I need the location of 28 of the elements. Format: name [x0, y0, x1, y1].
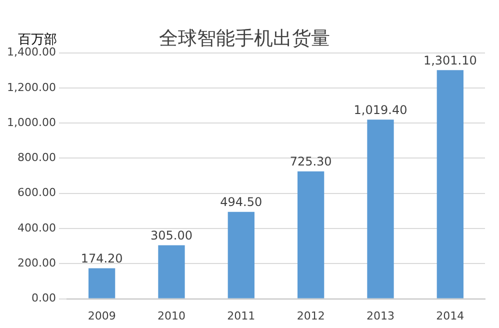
y-tick-label: 1,000.00	[7, 116, 56, 129]
bar	[158, 245, 185, 298]
y-tick-label: 1,400.00	[7, 46, 56, 59]
x-tick-label: 2010	[157, 309, 186, 322]
x-tick-label: 2009	[88, 309, 116, 322]
bar	[436, 70, 464, 298]
data-label: 174.20	[80, 251, 123, 266]
x-tick-label: 2013	[366, 309, 394, 322]
x-tick-label: 2012	[296, 309, 325, 322]
bar	[88, 268, 116, 298]
y-tick-label: 800.00	[17, 151, 56, 164]
data-label: 1,301.10	[423, 53, 477, 68]
y-tick-label: 600.00	[17, 186, 56, 200]
y-tick-label: 400.00	[17, 221, 56, 234]
x-tick-label: 2011	[227, 309, 256, 322]
data-label: 305.00	[150, 228, 192, 242]
bar	[367, 120, 394, 298]
chart-title: 全球智能手机出货量	[159, 27, 330, 50]
y-tick-label: 1,200.00	[7, 80, 56, 94]
y-axis-title: 百万部	[18, 32, 57, 48]
bar	[228, 212, 254, 298]
data-label: 725.30	[290, 154, 332, 168]
y-tick-label: 0.00	[31, 292, 56, 305]
bar	[298, 171, 324, 298]
data-label: 494.50	[220, 195, 262, 210]
data-label: 1,019.40	[354, 102, 408, 117]
y-tick-label: 200.00	[17, 256, 56, 270]
x-tick-label: 2014	[436, 309, 464, 322]
